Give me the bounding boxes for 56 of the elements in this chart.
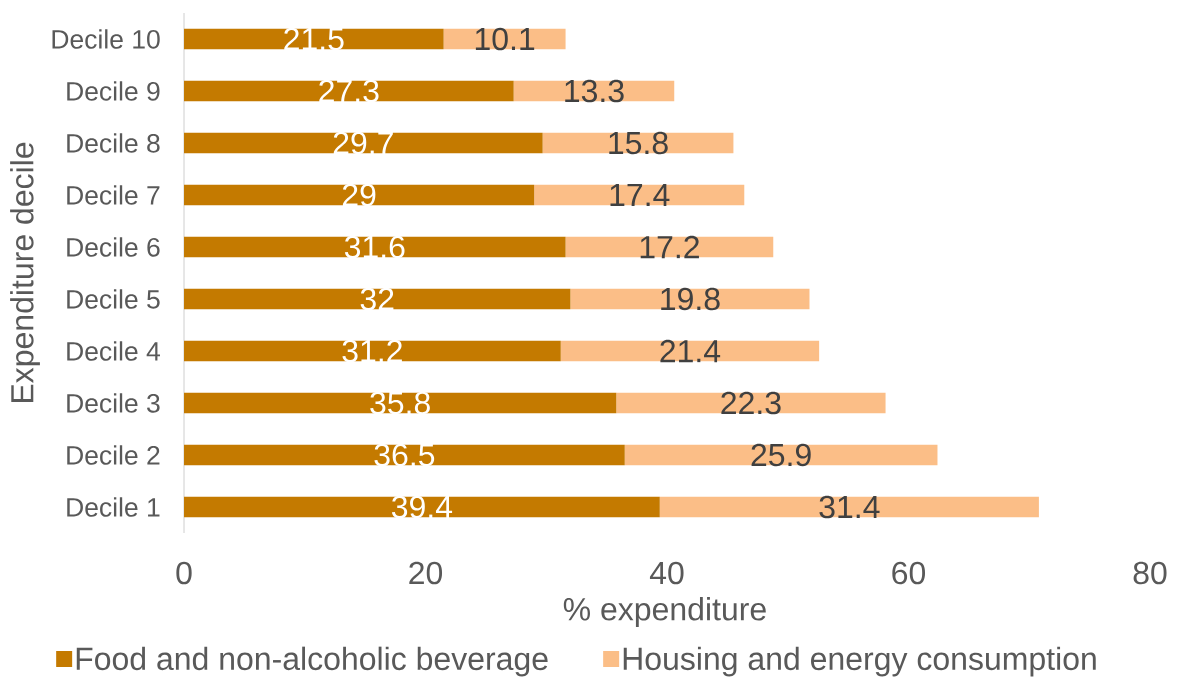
bar [184, 28, 444, 50]
data-label: 21.5 [284, 27, 344, 51]
x-tick-label: 80 [1133, 561, 1167, 585]
bar [184, 184, 535, 206]
y-tick-label: Decile 1 [67, 497, 160, 517]
bar [184, 444, 625, 466]
data-label: 17.4 [610, 183, 670, 206]
data-label: 36.5 [374, 443, 435, 467]
y-tick-label: Decile 5 [67, 289, 160, 309]
data-label: 31.4 [819, 495, 880, 519]
bar [184, 236, 566, 258]
y-tick-label: Decile 4 [67, 341, 160, 361]
data-label: 35.8 [370, 391, 430, 415]
y-tick-label: Decile 9 [67, 81, 160, 101]
y-tick-label: Decile 3 [67, 393, 160, 413]
bar [624, 444, 938, 466]
bar [184, 392, 617, 414]
legend-label: Housing and energy consumption [623, 646, 1096, 677]
x-axis-title: % expenditure [563, 597, 766, 627]
y-axis-title: Expenditure decile [10, 142, 40, 403]
y-tick-label: Decile 7 [67, 185, 160, 205]
bar [659, 496, 1039, 518]
x-tick-label: 40 [649, 561, 684, 585]
data-label: 31.2 [342, 339, 402, 363]
bar [184, 132, 543, 154]
bar [184, 288, 571, 310]
data-label: 22.3 [721, 391, 781, 415]
data-label: 21.4 [660, 339, 721, 363]
y-tick-label: Decile 10 [52, 29, 160, 49]
bar [184, 340, 561, 362]
data-label: 19.8 [661, 287, 720, 311]
data-label: 10.1 [475, 27, 535, 51]
bar [560, 340, 820, 362]
x-tick-label: 60 [892, 561, 926, 585]
bar [565, 236, 774, 258]
data-label: 31.6 [344, 235, 405, 259]
x-tick-label: 0 [176, 561, 192, 585]
data-label: 29.7 [333, 131, 393, 155]
bar [184, 80, 514, 102]
y-tick-label: Decile 6 [67, 237, 160, 257]
y-tick-label: Decile 8 [67, 133, 160, 153]
bar [184, 496, 660, 518]
data-label: 27.3 [319, 79, 379, 103]
data-label: 15.8 [609, 131, 668, 155]
data-label: 32 [360, 287, 394, 311]
data-label: 17.2 [640, 235, 699, 259]
data-label: 29 [342, 183, 376, 207]
data-label: 13.3 [565, 79, 624, 103]
bar [570, 288, 810, 310]
bar [534, 184, 745, 206]
y-tick-label: Decile 2 [67, 445, 160, 465]
data-label: 25.9 [751, 443, 811, 467]
bar [616, 392, 886, 414]
x-tick-label: 20 [409, 561, 443, 585]
data-label: 39.4 [391, 495, 453, 519]
legend-label: Food and non-alcoholic beverage [76, 646, 548, 677]
